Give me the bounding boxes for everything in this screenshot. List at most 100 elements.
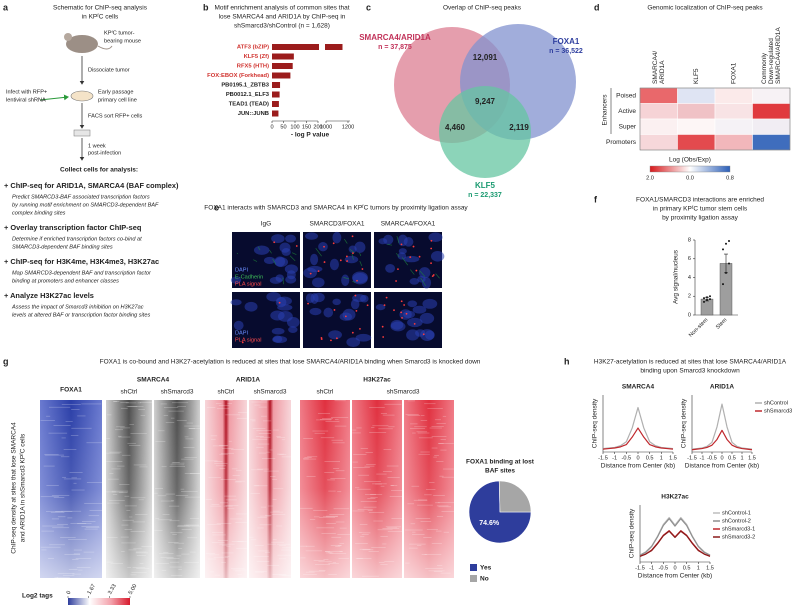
nucleus: [323, 307, 334, 318]
condition-label: shCtrl: [218, 389, 236, 396]
nucleus: [274, 257, 289, 267]
panel-title: H3K27-acetylation is reduced at sites th…: [594, 359, 787, 366]
heatmap-cell: [639, 118, 678, 135]
nucleus: [332, 298, 341, 306]
membrane-stain: [343, 277, 350, 280]
pla-spot: [355, 309, 358, 312]
line-series: [639, 530, 711, 557]
panel-label: h: [564, 356, 570, 366]
heatmap-frame: [639, 87, 791, 151]
line-series: [602, 427, 674, 450]
condition-label: shCtrl: [317, 389, 335, 396]
x-tick-label: -1.5: [687, 455, 697, 461]
panel-a: a Schematic for ChIP-seq analysis in KPᶠ…: [3, 2, 179, 318]
nucleus: [271, 234, 285, 243]
x-tick-label: 1200: [342, 124, 354, 130]
colorbar-tick-label: 0: [66, 590, 73, 596]
channel-label: DAPI: [235, 330, 249, 336]
heatmap-cell: [714, 87, 753, 104]
membrane-stain: [282, 277, 284, 285]
x-tick-label: -1.5: [635, 565, 645, 571]
membrane-stain: [291, 252, 297, 255]
column-label: SMARCD3/FOXA1: [310, 221, 365, 228]
y-tick-label: 0: [688, 312, 691, 318]
membrane-stain: [272, 258, 276, 265]
pla-spot: [430, 262, 432, 265]
set-count: n = 36,522: [549, 48, 583, 55]
label: lentiviral shRNA: [6, 97, 46, 103]
category-label: PB0012.1_ELF3: [226, 92, 270, 98]
colorbar-tick-label: 0.8: [726, 175, 734, 181]
label: Collect cells for analysis:: [60, 167, 138, 174]
pla-spot: [278, 301, 281, 304]
nucleus: [425, 330, 435, 340]
nucleus: [310, 253, 319, 266]
pla-spot: [323, 261, 326, 263]
pie-slice: [468, 480, 532, 544]
colorbar-tick-label: 2.0: [646, 175, 654, 181]
dish: [70, 90, 94, 102]
line-series: [639, 518, 711, 556]
membrane-stain: [395, 252, 400, 258]
pla-spot: [351, 235, 354, 238]
nucleus: [318, 242, 328, 252]
y-axis-label: Avg signal/nucleus: [673, 249, 680, 304]
membrane-stain: [359, 260, 363, 267]
colorbar-label: Log2 tags: [22, 593, 53, 600]
step-text: complex binding sites: [12, 210, 66, 216]
y-tick-label: 6: [688, 256, 691, 262]
x-tick-label: 150: [302, 124, 311, 130]
y-axis-label: ChIP-seq density: [592, 398, 599, 448]
nucleus: [288, 326, 298, 333]
step-text: SMARCD3-dependent BAF binding sites: [12, 244, 113, 250]
column-label: IgG: [261, 221, 271, 228]
label: Dissociate tumor: [88, 67, 130, 73]
bar: [272, 44, 343, 50]
panel-e: e FOXA1 interacts with SMARCD3 and SMARC…: [204, 202, 468, 348]
condition-label: shSmarcd3: [161, 389, 194, 396]
nucleus: [276, 296, 292, 306]
axis-break-gap: [319, 43, 325, 51]
pla-spot: [351, 331, 354, 334]
channel-label: E-Cadherin: [235, 274, 263, 280]
column-label: KLF5: [693, 68, 700, 84]
label: 1 week: [88, 143, 106, 149]
membrane-stain: [253, 259, 258, 262]
x-tick-label: -1: [700, 455, 705, 461]
x-tick-label: 0: [636, 455, 639, 461]
x-tick-label: 1: [660, 455, 663, 461]
x-tick-label: 1.5: [669, 455, 677, 461]
nucleus: [272, 336, 288, 344]
column-label: SMARCA4/ARID1A: [775, 27, 782, 84]
pla-spot: [309, 272, 312, 275]
set-count: n = 37,875: [378, 44, 412, 51]
line-series: [691, 403, 753, 450]
panel-label: f: [594, 194, 598, 204]
label: primary cell line: [98, 97, 137, 103]
legend-label: shSmarcd3-1: [722, 526, 755, 532]
nucleus: [230, 276, 242, 284]
heatmap-cell: [677, 87, 716, 104]
category-label: PB0195.1_ZBTB3: [221, 83, 269, 89]
membrane-stain: [257, 246, 261, 251]
nucleus: [352, 294, 367, 303]
colorbar-tick-label: 3.33: [107, 583, 118, 595]
chart-title: ARID1A: [710, 384, 735, 391]
panel-label: d: [594, 2, 600, 12]
column-label: SMARCA4/: [652, 51, 659, 84]
panel-g: g FOXA1 is co-bound and H3K27-acetylatio…: [3, 356, 481, 605]
heatmap-fade: [205, 400, 247, 578]
heatmap-fade: [352, 400, 402, 578]
pla-spot: [320, 338, 323, 340]
heatmap-cell: [752, 103, 791, 120]
nucleus: [428, 232, 443, 243]
nucleus: [312, 277, 325, 288]
pla-spot: [333, 309, 336, 311]
pla-spot: [346, 260, 348, 262]
x-tick-label: 0.5: [728, 455, 736, 461]
nucleus: [263, 256, 276, 265]
data-point: [728, 239, 730, 242]
pla-spot: [354, 294, 357, 297]
nucleus: [421, 276, 432, 289]
label: Infect with RFP+: [6, 89, 47, 95]
